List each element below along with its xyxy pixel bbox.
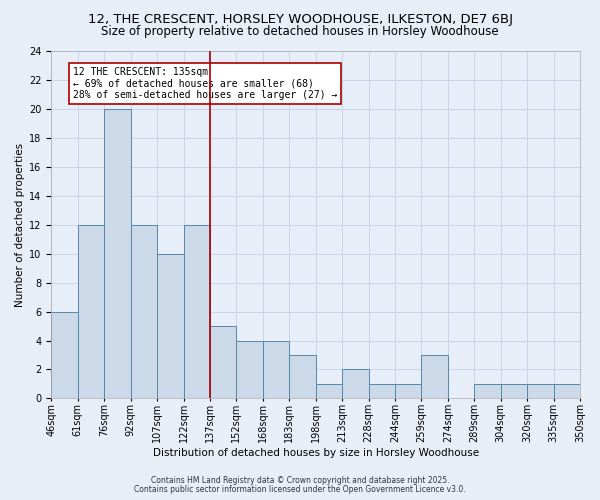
Bar — [52, 312, 78, 398]
Bar — [157, 254, 184, 398]
Bar — [421, 355, 448, 399]
Bar — [263, 340, 289, 398]
Text: Contains HM Land Registry data © Crown copyright and database right 2025.: Contains HM Land Registry data © Crown c… — [151, 476, 449, 485]
Bar — [316, 384, 342, 398]
Bar — [236, 340, 263, 398]
Bar — [342, 370, 368, 398]
Text: 12 THE CRESCENT: 135sqm
← 69% of detached houses are smaller (68)
28% of semi-de: 12 THE CRESCENT: 135sqm ← 69% of detache… — [73, 67, 337, 100]
Text: Contains public sector information licensed under the Open Government Licence v3: Contains public sector information licen… — [134, 484, 466, 494]
Text: 12, THE CRESCENT, HORSLEY WOODHOUSE, ILKESTON, DE7 6BJ: 12, THE CRESCENT, HORSLEY WOODHOUSE, ILK… — [88, 12, 512, 26]
Bar — [184, 225, 210, 398]
Bar — [289, 355, 316, 399]
Bar — [131, 225, 157, 398]
Bar — [78, 225, 104, 398]
Y-axis label: Number of detached properties: Number of detached properties — [15, 143, 25, 307]
Bar — [368, 384, 395, 398]
Text: Size of property relative to detached houses in Horsley Woodhouse: Size of property relative to detached ho… — [101, 25, 499, 38]
Bar — [501, 384, 527, 398]
Bar — [554, 384, 580, 398]
X-axis label: Distribution of detached houses by size in Horsley Woodhouse: Distribution of detached houses by size … — [152, 448, 479, 458]
Bar — [210, 326, 236, 398]
Bar — [474, 384, 501, 398]
Bar — [527, 384, 554, 398]
Bar — [395, 384, 421, 398]
Bar — [104, 110, 131, 399]
